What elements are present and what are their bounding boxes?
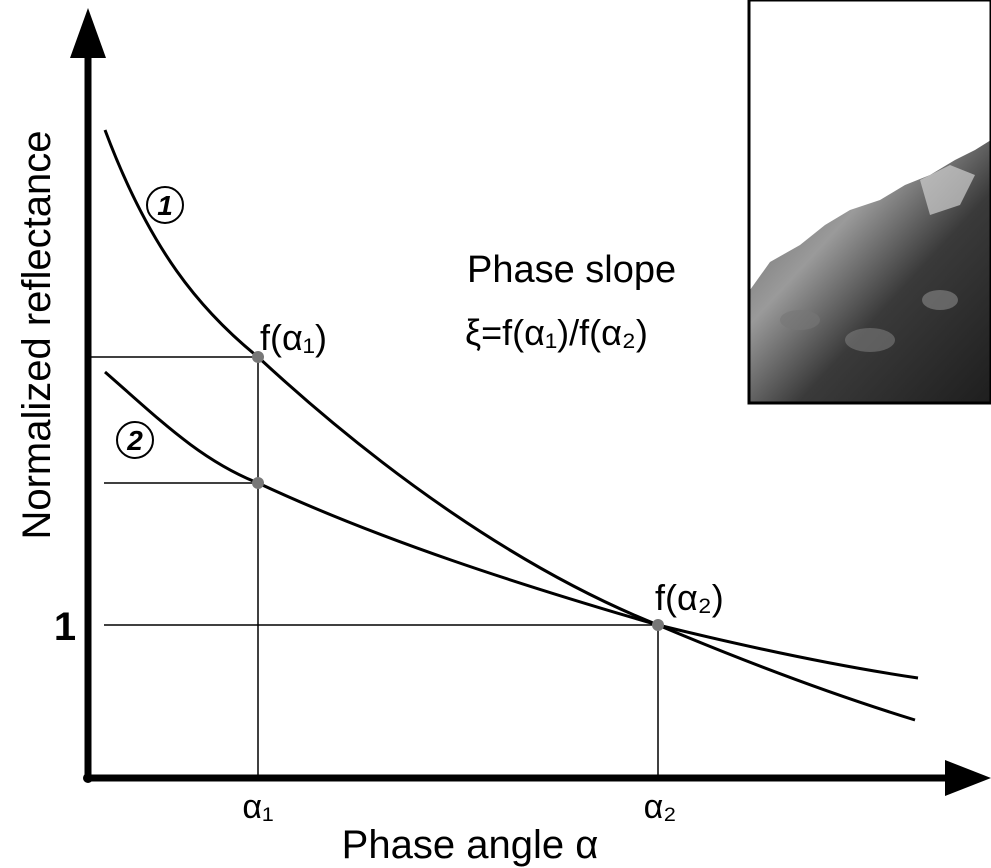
inset-photo [749, 0, 991, 403]
x-tick-label: α₁ [242, 788, 273, 826]
y-tick-label: 1 [54, 605, 76, 649]
page: 1 2 Normalized reflectance Phase angle α… [0, 0, 991, 868]
point-label: f(α₁) [260, 317, 327, 358]
curve-label: 1 [157, 190, 173, 221]
curve-label: 2 [126, 425, 143, 456]
x-axis-label: Phase angle α [342, 823, 599, 867]
curve-2 [105, 372, 918, 678]
point-label: f(α₂) [655, 577, 724, 618]
x-tick-label: α₂ [644, 788, 677, 826]
guide-lines [88, 357, 658, 778]
point [252, 477, 264, 489]
diagram: 1 2 Normalized reflectance Phase angle α… [0, 0, 991, 868]
y-axis-label: Normalized reflectance [15, 130, 59, 539]
annotation-formula: ξ=f(α₁)/f(α₂) [465, 312, 648, 353]
point [652, 619, 664, 631]
annotation-title: Phase slope [467, 249, 676, 291]
